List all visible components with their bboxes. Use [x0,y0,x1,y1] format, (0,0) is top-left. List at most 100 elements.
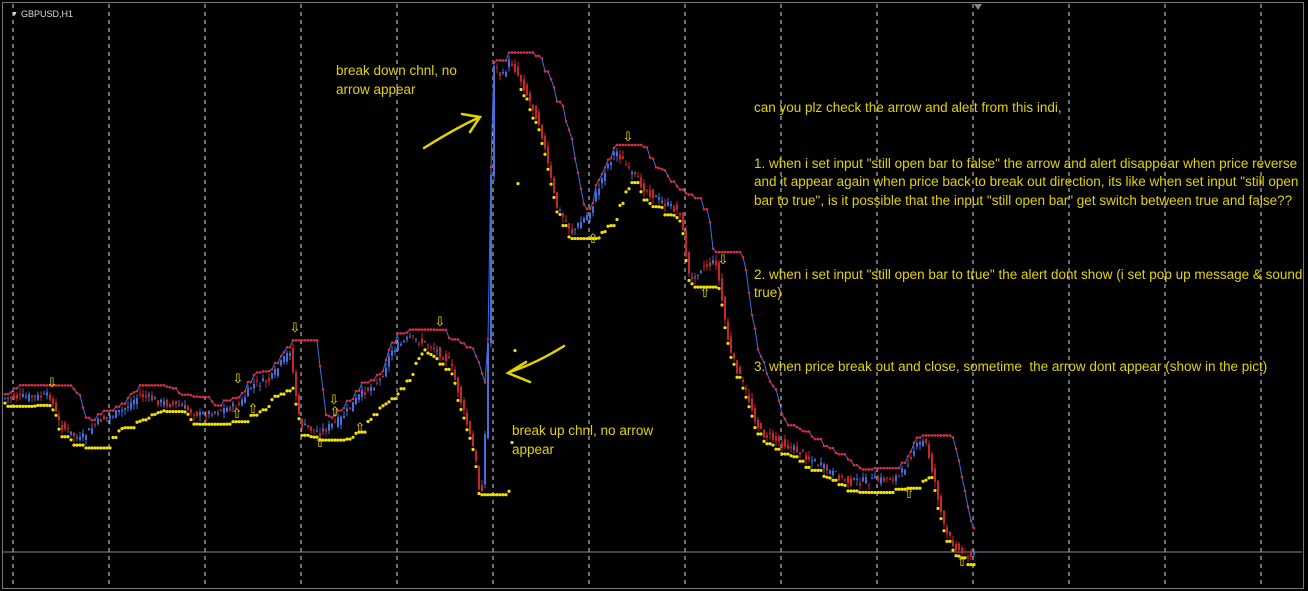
lower-channel-dot [135,420,139,424]
lower-channel-dot [891,490,895,495]
upper-channel-dot [285,345,289,349]
candle-body [67,427,69,429]
upper-channel-dot [624,143,628,147]
upper-channel-dot [276,361,280,365]
lower-channel-dot [303,433,307,437]
upper-channel-dot [597,178,601,182]
upper-channel-dot [144,384,148,387]
upper-channel-dot [510,51,514,54]
candle-body [115,410,117,418]
candle-body [496,67,498,69]
upper-channel-dot [543,70,547,73]
candle-body [550,165,552,178]
lower-channel-dot [525,97,529,101]
candle-body [853,478,855,480]
upper-channel-dot [660,167,664,171]
upper-channel-dot [87,416,91,420]
lower-channel-dot [336,438,340,442]
candle-body [829,470,831,474]
candle-body [748,394,750,403]
lower-channel-dot [732,362,736,366]
upper-channel-dot [111,409,115,412]
candle-body [613,152,615,156]
upper-channel-dot [879,466,883,470]
triangle-down-icon[interactable]: ▼ [11,10,18,18]
upper-channel-dot [60,384,64,387]
lower-channel-dot [750,414,754,418]
candle-body [961,547,963,554]
candle-body [406,337,408,340]
upper-channel-dot [555,100,559,103]
lower-channel-dot [711,285,715,289]
annotation-break-up: break up chnl, no arrow appear [512,423,654,457]
lower-channel-dot [255,413,259,417]
candle-body [556,192,558,208]
lower-channel-dot [669,213,673,217]
candle-body [736,360,738,374]
candle-body [745,387,747,390]
upper-channel-dot [186,393,190,396]
candle-body [190,409,192,413]
candle-body [109,415,111,420]
lower-channel-dot [633,180,637,185]
candle-body [595,192,597,202]
lower-channel-dot [777,447,781,451]
lower-channel-dot [966,562,970,567]
lower-channel-dot [366,419,370,424]
lower-channel-dot [933,488,937,493]
candle-body [226,407,228,412]
upper-channel-dot [255,371,259,374]
candle-body [439,346,441,358]
candle-body [655,195,657,198]
upper-channel-dot [456,338,460,341]
lower-channel-dot [390,397,394,401]
lower-channel-dot [75,443,79,447]
lower-channel-dot [360,430,364,434]
lower-channel-dot [210,422,214,426]
lower-channel-dot [630,180,634,185]
lower-channel-dot [162,409,166,413]
candle-body [649,190,651,197]
upper-channel-dot [771,384,775,388]
lower-channel-dot [603,230,607,234]
upper-channel-dot [747,291,751,294]
lower-channel-dot [675,215,679,220]
candle-body [520,74,522,82]
candle-body [772,433,774,440]
lower-channel-dot [804,465,808,469]
candle-body [529,93,531,102]
candle-body [55,402,57,412]
upper-channel-dot [381,369,385,373]
candle-body [664,203,666,207]
candle-body [814,459,816,462]
lower-channel-dot [807,465,811,469]
lower-channel-dot [453,381,457,385]
lower-channel-dot [852,489,856,493]
upper-channel-dot [417,328,421,331]
upper-channel-dot [867,468,871,471]
candle-body [616,151,618,157]
candle-body [934,468,936,482]
candle-body [76,437,78,439]
upper-channel-dot [942,434,946,437]
lower-channel-dot [213,422,217,426]
candle-body [484,434,486,485]
upper-channel-dot [327,414,331,418]
lower-channel-dot [516,181,520,186]
candle-body [715,260,717,266]
lower-channel-dot [912,486,916,490]
upper-channel-dot [495,59,499,62]
lower-channel-dot [396,392,400,396]
candle-body [865,477,867,484]
lower-channel-dot [960,556,964,560]
upper-channel-dot [288,345,292,349]
upper-channel-dot [489,165,493,169]
lower-channel-dot [528,108,532,112]
candle-body [163,401,165,406]
lower-channel-dot [57,427,61,431]
lower-channel-dot [693,285,697,289]
upper-channel-dot [963,489,967,493]
candle-body [832,470,834,475]
